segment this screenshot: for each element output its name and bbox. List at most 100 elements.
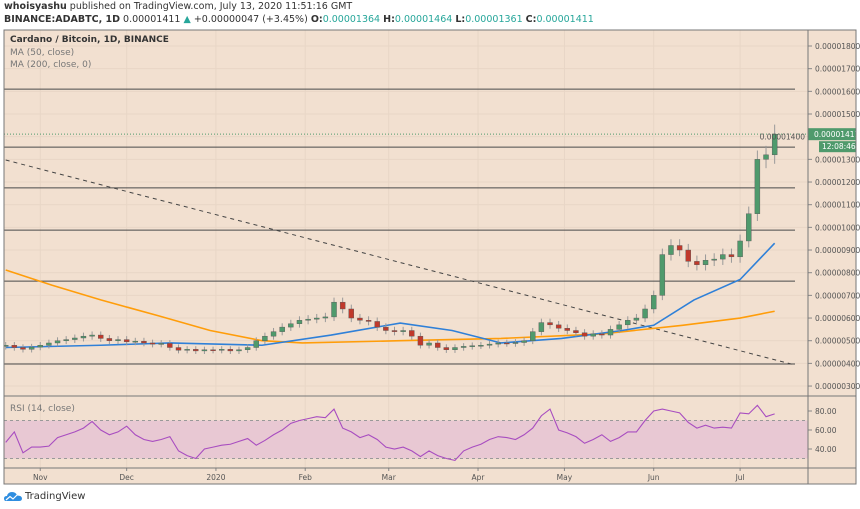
candle-up bbox=[201, 349, 208, 352]
candle-up bbox=[158, 343, 164, 345]
candle-down bbox=[504, 342, 510, 345]
y-tick-label: 0.00001700 bbox=[815, 65, 860, 74]
x-tick-label: Jul bbox=[735, 473, 745, 482]
candle-down bbox=[374, 321, 380, 328]
publish-info: whoisyashu published on TradingView.com,… bbox=[4, 1, 352, 12]
tradingview-logo[interactable]: TradingView bbox=[4, 491, 85, 502]
candle-up bbox=[314, 317, 320, 320]
candle-down bbox=[685, 249, 691, 262]
candle-up bbox=[72, 337, 78, 340]
candle-up bbox=[711, 258, 717, 261]
candle-up bbox=[262, 335, 268, 341]
y-tick-label: 0.00001800 bbox=[815, 42, 860, 51]
open-value: 0.00001364 bbox=[322, 14, 381, 25]
change: +0.00000047 (+3.45%) bbox=[193, 14, 308, 25]
author[interactable]: whoisyashu bbox=[4, 1, 67, 12]
y-tick-label: 0.00000600 bbox=[815, 314, 860, 323]
candle-down bbox=[193, 349, 199, 352]
candle-up bbox=[270, 331, 277, 337]
y-tick-label: 0.00000500 bbox=[815, 337, 860, 346]
cloud-icon bbox=[4, 492, 22, 501]
legend-title: Cardano / Bitcoin, 1D, BINANCE bbox=[10, 35, 169, 45]
close-label: C: bbox=[525, 14, 537, 25]
y-tick-label: 0.00000700 bbox=[815, 291, 860, 300]
symbol: BINANCE:ADABTC, 1D bbox=[4, 14, 120, 25]
candle-up bbox=[469, 345, 475, 347]
x-tick-label: Dec bbox=[119, 473, 134, 482]
candle-down bbox=[728, 254, 735, 258]
rsi-tick-label: 60.00 bbox=[815, 426, 837, 435]
rsi-tick-label: 80.00 bbox=[815, 407, 837, 416]
candle-down bbox=[357, 317, 363, 321]
candle-up bbox=[218, 349, 225, 351]
rsi-pane bbox=[4, 404, 808, 462]
candle-up bbox=[184, 349, 190, 351]
y-tick-label: 0.00001000 bbox=[815, 223, 860, 232]
low-label: L: bbox=[455, 14, 466, 25]
candle-up bbox=[115, 339, 121, 341]
candle-down bbox=[435, 342, 441, 348]
candle-down bbox=[599, 333, 605, 336]
candle-up bbox=[486, 343, 493, 346]
candle-down bbox=[98, 334, 104, 339]
candle-up bbox=[296, 320, 303, 324]
up-arrow-icon: ▲ bbox=[183, 14, 191, 25]
candle-up bbox=[253, 340, 259, 348]
candle-up bbox=[633, 317, 640, 321]
candle-down bbox=[391, 330, 398, 332]
candle-down bbox=[210, 349, 216, 351]
legend-ma50[interactable]: MA (50, close) bbox=[10, 47, 75, 58]
candle-up bbox=[37, 345, 43, 348]
candle-up bbox=[46, 342, 52, 346]
chart-border bbox=[3, 29, 857, 485]
candle-down bbox=[175, 347, 182, 351]
candle-down bbox=[20, 347, 26, 350]
x-tick-label: Jun bbox=[647, 473, 660, 482]
y-tick-label: 0.00001400 bbox=[760, 133, 806, 142]
symbol-info: BINANCE:ADABTC, 1D 0.00001411 ▲ +0.00000… bbox=[4, 14, 594, 25]
candle-down bbox=[564, 328, 570, 331]
y-tick-label: 0.00000400 bbox=[815, 359, 860, 368]
candle-down bbox=[443, 347, 450, 350]
y-tick-label: 0.00000300 bbox=[815, 382, 860, 391]
candle-down bbox=[573, 330, 579, 333]
low-value: 0.00001361 bbox=[465, 14, 523, 25]
candle-up bbox=[478, 345, 484, 347]
candle-up bbox=[28, 346, 35, 350]
candle-down bbox=[365, 320, 372, 322]
candle-up bbox=[244, 347, 251, 350]
candle-up bbox=[288, 323, 294, 328]
candle-up bbox=[63, 339, 69, 341]
countdown-badge bbox=[819, 141, 856, 153]
candle-up bbox=[625, 320, 631, 326]
close-value: 0.00001411 bbox=[536, 14, 594, 25]
candle-up bbox=[460, 346, 467, 348]
candle-up bbox=[590, 333, 596, 337]
candle-up bbox=[720, 254, 726, 260]
candle-up bbox=[236, 349, 242, 352]
legend-rsi[interactable]: RSI (14, close) bbox=[10, 404, 75, 414]
candle-down bbox=[167, 343, 173, 348]
ma50-line bbox=[5, 242, 776, 349]
candle-up bbox=[616, 324, 622, 330]
candle-up bbox=[702, 260, 709, 265]
y-tick-label: 0.00001300 bbox=[815, 155, 860, 164]
candle-up bbox=[530, 331, 536, 341]
y-tick-label: 0.00000900 bbox=[815, 246, 860, 255]
candle-down bbox=[106, 338, 113, 341]
candle-down bbox=[227, 349, 234, 352]
candle-down bbox=[348, 308, 354, 319]
high-value: 0.00001464 bbox=[394, 14, 453, 25]
legend-ma200[interactable]: MA (200, close, 0) bbox=[10, 60, 92, 70]
y-tick-label: 0.00001600 bbox=[815, 87, 860, 96]
candle-up bbox=[771, 133, 778, 156]
x-tick-label: May bbox=[557, 473, 573, 482]
candle-up bbox=[54, 340, 61, 344]
candle-down bbox=[383, 326, 389, 331]
candle-up bbox=[521, 340, 527, 343]
y-tick-label: 0.00001500 bbox=[815, 110, 860, 119]
y-tick-label: 0.00000800 bbox=[815, 269, 860, 278]
candle-up bbox=[659, 254, 666, 296]
candle-down bbox=[547, 322, 553, 326]
